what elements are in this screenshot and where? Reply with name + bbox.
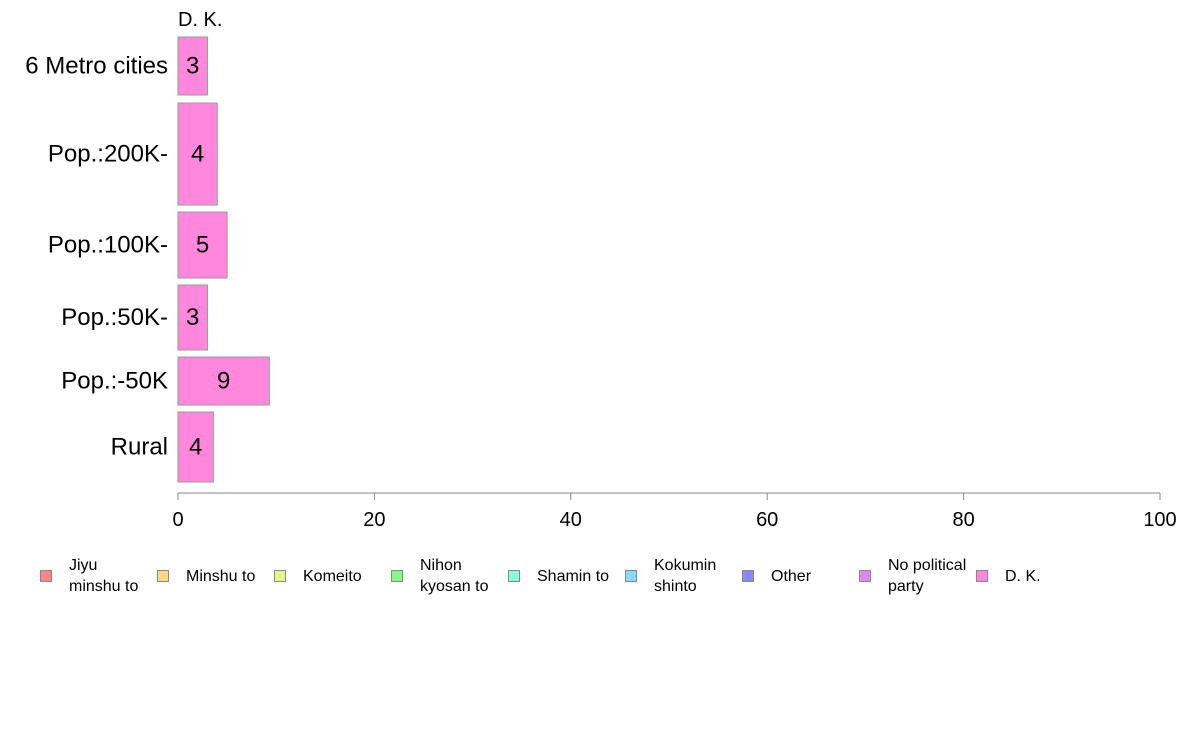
bar	[177, 102, 218, 206]
legend-item: Minshu to	[157, 544, 266, 608]
x-tick-label: 20	[363, 509, 385, 531]
bar-value-label: 3	[186, 304, 199, 331]
legend-swatch	[742, 570, 754, 582]
x-tick-label: 0	[172, 509, 183, 531]
legend-swatch	[40, 570, 52, 582]
legend-item: No political party	[859, 544, 968, 608]
legend-item: Jiyu minshu to	[40, 544, 149, 608]
category-labels: 6 Metro cities Pop.:200K- Pop.:100K- Pop.:5…	[25, 53, 168, 461]
bar	[177, 411, 214, 483]
legend-swatch	[274, 570, 286, 582]
bar	[177, 356, 270, 406]
x-axis: 0 20 40 60 80 100	[172, 492, 1177, 531]
series-title: D. K.	[178, 9, 222, 31]
legend-item: D. K.	[976, 544, 1085, 608]
x-tick-label: 40	[560, 509, 582, 531]
bar-value-label: 9	[217, 368, 230, 395]
bar	[177, 211, 228, 279]
bar-value-label: 3	[186, 53, 199, 80]
legend-label: Minshu to	[186, 567, 256, 585]
legend-swatch	[508, 570, 520, 582]
legend: Jiyu minshu to Minshu to Komeito Nihon kyos…	[40, 544, 1160, 614]
x-tick-label: 100	[1143, 509, 1176, 531]
category-label: Pop.:-50K	[61, 368, 168, 395]
bar-value-label: 5	[196, 232, 209, 259]
legend-label: Other	[771, 567, 812, 585]
bar-value-label: 4	[189, 434, 202, 461]
bar	[177, 36, 208, 96]
category-label: Pop.:100K-	[48, 232, 168, 259]
legend-label: No political party	[888, 557, 967, 595]
legend-swatch	[157, 570, 169, 582]
legend-label: D. K.	[1005, 567, 1041, 585]
legend-label: Nihon kyosan to	[420, 557, 489, 595]
category-label: 6 Metro cities	[25, 53, 168, 80]
legend-label: Kokumin shinto	[654, 557, 717, 595]
legend-item: Komeito	[274, 544, 383, 608]
legend-item: Shamin to	[508, 544, 617, 608]
bars	[177, 36, 270, 483]
bar-labels: 3 4 5 3 9 4	[186, 53, 230, 461]
legend-item: Kokumin shinto	[625, 544, 734, 608]
legend-label: Komeito	[303, 567, 362, 585]
category-label: Pop.:200K-	[48, 141, 168, 168]
category-label: Rural	[111, 434, 168, 461]
bar-value-label: 4	[191, 141, 204, 168]
legend-swatch	[625, 570, 637, 582]
category-label: Pop.:50K-	[61, 304, 168, 331]
legend-swatch	[859, 570, 871, 582]
legend-label: Shamin to	[537, 567, 610, 585]
legend-swatch	[976, 570, 988, 582]
legend-item: Nihon kyosan to	[391, 544, 500, 608]
legend-item: Other	[742, 544, 851, 608]
legend-swatch	[391, 570, 403, 582]
x-tick-label: 60	[756, 509, 778, 531]
x-tick-label: 80	[952, 509, 974, 531]
bar	[177, 284, 208, 351]
legend-label: Jiyu minshu to	[69, 557, 139, 595]
